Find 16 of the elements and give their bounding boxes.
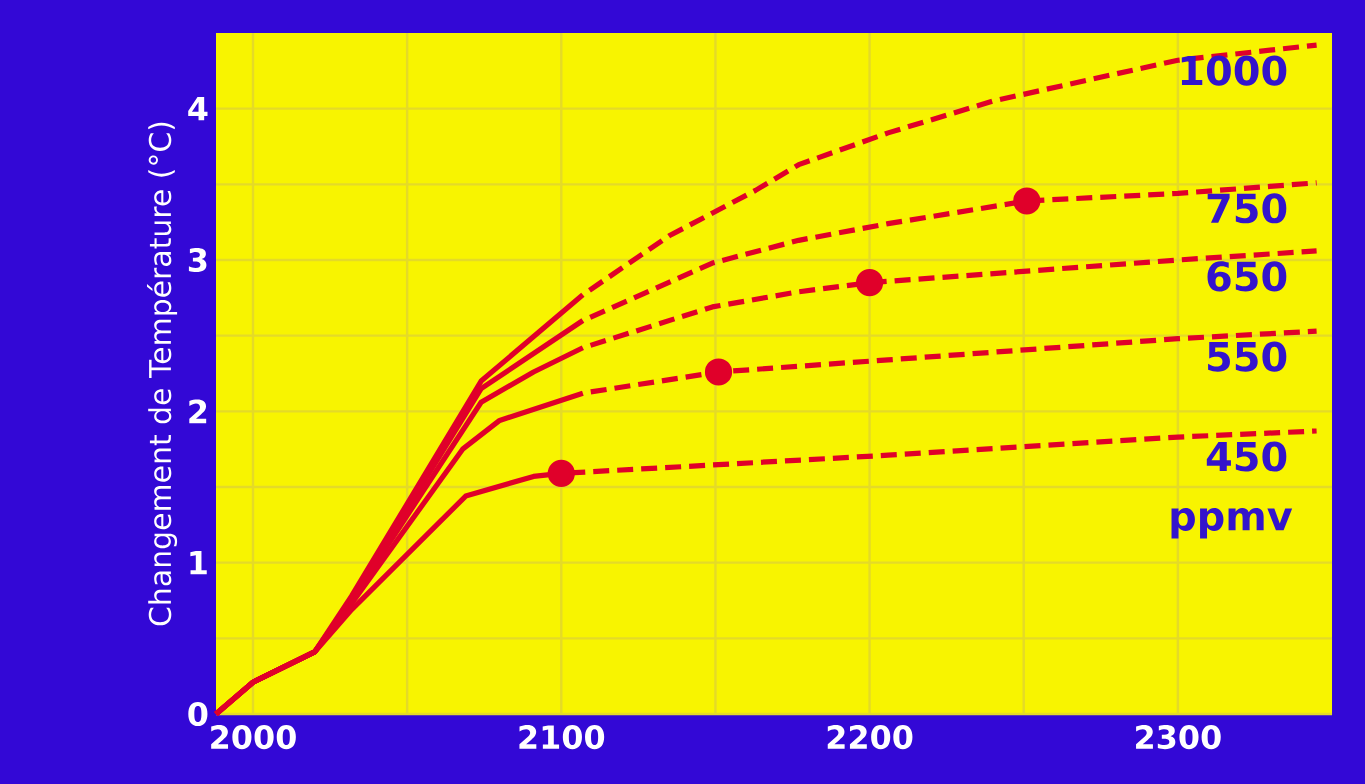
x-tick-label: 2000 [211, 725, 296, 750]
y-axis-title: Changement de Température (°C) [146, 122, 178, 626]
series-label: 1000 [1181, 55, 1287, 86]
series-label: 450 [1206, 441, 1287, 472]
series-label: 750 [1207, 193, 1287, 224]
y-tick-label: 3 [188, 247, 207, 273]
y-tick-label: 0 [188, 701, 208, 727]
series-label: 550 [1208, 341, 1287, 372]
y-tick-label: 2 [189, 399, 207, 424]
y-tick-label: 1 [190, 551, 207, 575]
series-label: 650 [1207, 261, 1287, 292]
y-tick-label: 4 [188, 97, 208, 121]
x-tick-label: 2300 [1136, 725, 1221, 750]
annotation: ppmv [1171, 508, 1293, 539]
x-tick-label: 2100 [519, 725, 605, 750]
x-tick-label: 2200 [827, 725, 913, 750]
